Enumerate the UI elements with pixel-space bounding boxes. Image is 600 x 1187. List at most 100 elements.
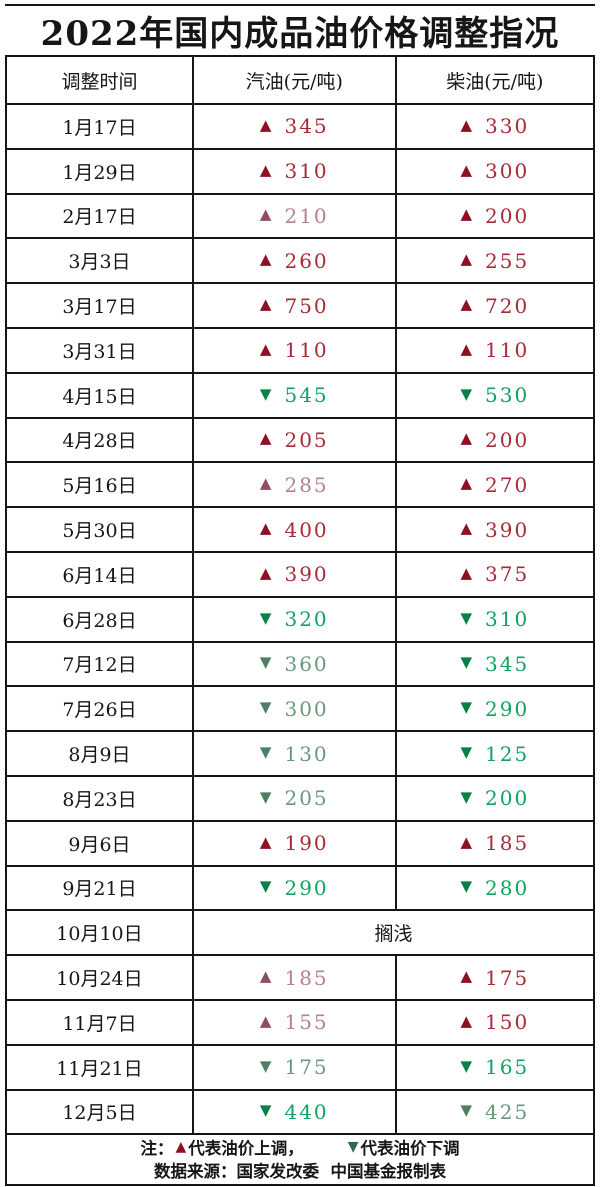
up-arrow-icon: ▲ — [460, 250, 473, 269]
date-cell: 11月21日 — [7, 1045, 194, 1089]
price-change-value: 205 — [284, 427, 329, 452]
gasoline-cell: ▲ 260 — [194, 239, 397, 283]
diesel-cell: ▼ 280 — [397, 867, 593, 910]
diesel-cell: ▼ 425 — [397, 1091, 593, 1134]
up-arrow-icon: ▲ — [460, 205, 473, 224]
table-row: 11月7日 ▲ 155 ▲ 150 — [7, 1000, 593, 1046]
down-arrow-icon: ▼ — [259, 653, 272, 672]
diesel-cell: ▼ 530 — [397, 374, 593, 417]
table-row: 5月30日 ▲ 400 ▲ 390 — [7, 508, 593, 553]
table-row: 1月17日 ▲ 345 ▲ 330 — [7, 105, 593, 150]
up-arrow-icon: ▲ — [259, 519, 272, 538]
up-arrow-icon: ▲ — [259, 563, 272, 582]
date-cell: 10月24日 — [7, 956, 194, 999]
price-change-value: 310 — [284, 159, 329, 184]
table-row: 4月15日 ▼ 545 ▼ 530 — [7, 373, 593, 419]
price-change-value: 300 — [284, 696, 329, 721]
down-arrow-icon: ▼ — [460, 743, 473, 762]
diesel-cell: ▲ 300 — [397, 150, 593, 193]
date-cell: 7月26日 — [7, 687, 194, 731]
down-arrow-icon: ▼ — [460, 384, 473, 403]
up-arrow-icon: ▲ — [460, 519, 473, 538]
diesel-cell: ▲ 150 — [397, 1001, 593, 1044]
price-change-value: 280 — [485, 875, 530, 900]
gasoline-cell: ▼ 205 — [194, 776, 397, 820]
table-row: 2月17日 ▲ 210 ▲ 200 — [7, 194, 593, 240]
down-arrow-icon: ▼ — [460, 877, 473, 896]
up-arrow-icon: ▲ — [460, 474, 473, 493]
date-cell: 5月16日 — [7, 463, 194, 507]
up-arrow-icon: ▲ — [460, 832, 473, 851]
table-row: 3月31日 ▲ 110 ▲ 110 — [7, 328, 593, 374]
date-cell: 9月21日 — [7, 866, 194, 910]
up-arrow-icon: ▲ — [259, 429, 272, 448]
diesel-cell: ▲ 375 — [397, 553, 593, 596]
date-cell: 11月7日 — [7, 1000, 194, 1044]
diesel-cell: ▲ 200 — [397, 195, 593, 238]
table-row: 10月10日 搁浅 — [7, 911, 593, 957]
price-change-value: 165 — [485, 1055, 530, 1080]
note-prefix: 注： — [140, 1138, 174, 1158]
price-table: 调整时间 汽油(元/吨) 柴油(元/吨) 1月17日 ▲ 345 ▲ 330 1月29日 ▲… — [5, 55, 595, 1187]
gasoline-cell: ▲ 310 — [194, 149, 397, 193]
up-arrow-icon: ▲ — [460, 967, 473, 986]
date-cell: 8月23日 — [7, 776, 194, 820]
up-arrow-icon: ▲ — [175, 1138, 187, 1155]
gasoline-cell: ▲ 750 — [194, 284, 397, 327]
diesel-cell: ▲ 185 — [397, 822, 593, 865]
table-row: 6月14日 ▲ 390 ▲ 375 — [7, 552, 593, 598]
gasoline-cell: ▼ 440 — [194, 1090, 397, 1134]
gasoline-cell: ▼ 320 — [194, 597, 397, 641]
price-change-value: 720 — [485, 293, 530, 318]
down-arrow-icon: ▼ — [259, 877, 272, 896]
table-row: 3月3日 ▲ 260 ▲ 255 — [7, 239, 593, 285]
data-source: 数据来源：国家发改委 中国基金报制表 — [154, 1161, 446, 1181]
header-date: 调整时间 — [7, 57, 194, 103]
up-arrow-icon: ▲ — [460, 339, 473, 358]
up-arrow-icon: ▲ — [460, 429, 473, 448]
price-change-value: 130 — [284, 741, 329, 766]
price-change-value: 210 — [284, 203, 329, 228]
price-change-value: 750 — [284, 293, 329, 318]
down-arrow-icon: ▼ — [259, 743, 272, 762]
gasoline-cell: ▲ 205 — [194, 418, 397, 462]
date-cell: 2月17日 — [7, 194, 194, 238]
down-arrow-icon: ▼ — [259, 608, 272, 627]
date-cell: 1月17日 — [7, 105, 194, 148]
price-change-value: 255 — [485, 248, 530, 273]
price-change-value: 345 — [284, 114, 329, 139]
diesel-cell: ▲ 175 — [397, 956, 593, 999]
gasoline-cell: ▼ 300 — [194, 687, 397, 731]
date-cell: 4月28日 — [7, 418, 194, 462]
price-change-value: 125 — [485, 741, 530, 766]
date-cell: 3月3日 — [7, 239, 194, 283]
price-change-value: 390 — [485, 517, 530, 542]
date-cell: 12月5日 — [7, 1090, 194, 1134]
table-row: 8月9日 ▼ 130 ▼ 125 — [7, 732, 593, 777]
price-change-value: 110 — [485, 338, 530, 363]
diesel-cell: ▼ 200 — [397, 777, 593, 820]
price-change-value: 110 — [284, 338, 329, 363]
price-change-value: 545 — [284, 383, 329, 408]
diesel-cell: ▲ 390 — [397, 508, 593, 551]
price-change-value: 390 — [284, 562, 329, 587]
date-cell: 7月12日 — [7, 642, 194, 686]
merged-stranded-cell: 搁浅 — [374, 923, 413, 946]
gasoline-cell: ▼ 175 — [194, 1045, 397, 1089]
table-row: 7月12日 ▼ 360 ▼ 345 — [7, 642, 593, 688]
date-cell: 1月29日 — [7, 149, 194, 193]
note-up-text: 代表油价上调， — [188, 1138, 304, 1158]
price-change-value: 185 — [284, 965, 329, 990]
up-arrow-icon: ▲ — [259, 250, 272, 269]
gasoline-cell: ▲ 400 — [194, 508, 397, 551]
price-change-value: 200 — [485, 786, 530, 811]
price-change-value: 205 — [284, 786, 329, 811]
up-arrow-icon: ▲ — [460, 160, 473, 179]
price-change-value: 190 — [284, 831, 329, 856]
table-row: 8月23日 ▼ 205 ▼ 200 — [7, 776, 593, 822]
up-arrow-icon: ▲ — [460, 115, 473, 134]
gasoline-cell: ▼ 290 — [194, 866, 397, 910]
date-cell: 8月9日 — [7, 732, 194, 775]
up-arrow-icon: ▲ — [259, 832, 272, 851]
